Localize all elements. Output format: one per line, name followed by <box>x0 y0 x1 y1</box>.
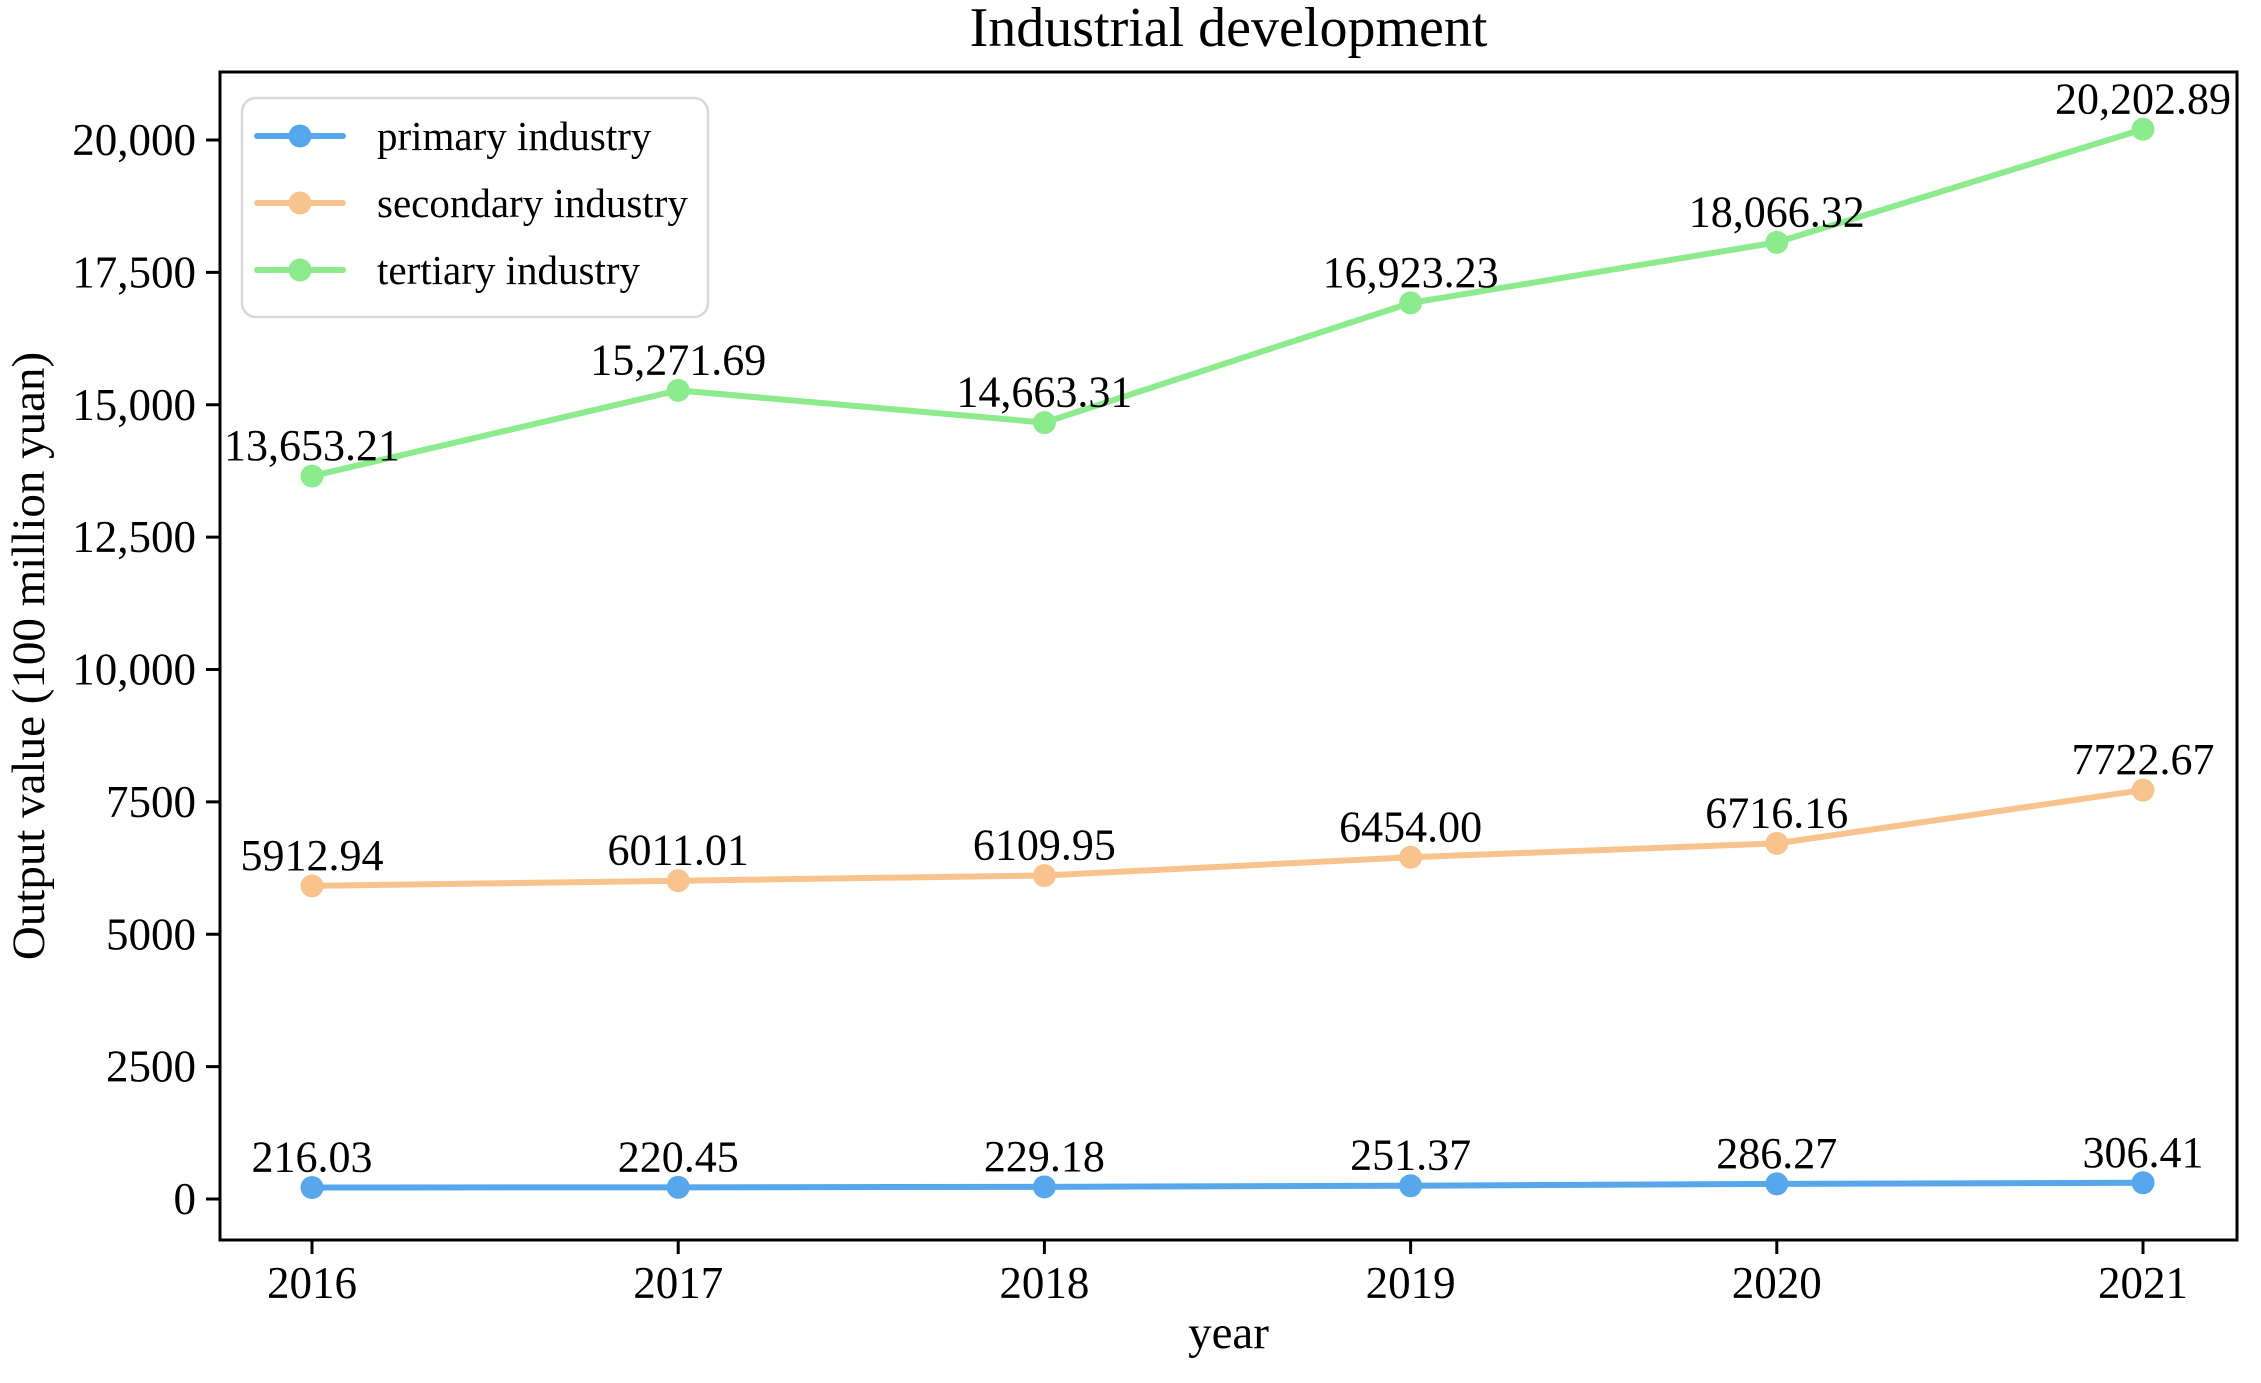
data-point-label-primary-industry: 229.18 <box>984 1132 1105 1181</box>
data-point-label-primary-industry: 306.41 <box>2083 1128 2204 1177</box>
y-axis-tick-label: 20,000 <box>72 115 196 165</box>
legend-item-label-primary-industry: primary industry <box>377 113 652 159</box>
data-point-label-secondary-industry: 6454.00 <box>1339 802 1482 851</box>
y-axis-tick-label: 0 <box>174 1174 197 1224</box>
data-point-marker-primary-industry <box>1399 1174 1423 1198</box>
data-point-label-tertiary-industry: 20,202.89 <box>2055 74 2231 123</box>
y-axis-tick-label: 7500 <box>106 777 196 827</box>
data-point-label-secondary-industry: 5912.94 <box>241 831 384 880</box>
data-point-label-primary-industry: 216.03 <box>252 1133 373 1182</box>
data-point-label-primary-industry: 286.27 <box>1716 1129 1837 1178</box>
data-point-marker-secondary-industry <box>1765 831 1789 855</box>
data-point-marker-primary-industry <box>300 1176 324 1200</box>
legend-swatch-marker-primary-industry <box>288 124 312 148</box>
x-axis-tick-label: 2019 <box>1366 1258 1456 1308</box>
legend-box <box>240 96 710 319</box>
chart-title: Industrial development <box>970 0 1488 59</box>
data-point-label-primary-industry: 220.45 <box>618 1132 739 1181</box>
plot-frame <box>218 70 2239 1242</box>
data-point-marker-tertiary-industry <box>666 378 690 402</box>
data-point-label-tertiary-industry: 15,271.69 <box>590 335 766 384</box>
x-axis-label: year <box>1188 1307 1269 1359</box>
series-line-tertiary-industry <box>309 126 2146 480</box>
data-point-marker-secondary-industry <box>2131 778 2155 802</box>
data-point-label-primary-industry: 251.37 <box>1350 1131 1471 1180</box>
data-point-label-tertiary-industry: 18,066.32 <box>1689 187 1865 236</box>
data-point-marker-primary-industry <box>666 1175 690 1199</box>
y-axis-tick-label: 2500 <box>106 1042 196 1092</box>
data-point-label-secondary-industry: 6716.16 <box>1705 788 1848 837</box>
y-axis-tick-label: 15,000 <box>72 380 196 430</box>
data-point-label-secondary-industry: 6109.95 <box>973 820 1116 869</box>
y-axis-tick-label: 17,500 <box>72 247 196 297</box>
data-point-marker-tertiary-industry <box>1399 291 1423 315</box>
x-axis-tick-label: 2017 <box>633 1258 723 1308</box>
data-point-label-secondary-industry: 7722.67 <box>2072 735 2215 784</box>
data-point-label-tertiary-industry: 13,653.21 <box>224 421 400 470</box>
y-axis-tick-label: 10,000 <box>72 645 196 695</box>
legend-item-label-secondary-industry: secondary industry <box>377 180 688 226</box>
x-axis-tick-label: 2020 <box>1732 1258 1822 1308</box>
data-point-marker-tertiary-industry <box>1765 230 1789 254</box>
data-point-marker-tertiary-industry <box>300 464 324 488</box>
data-point-label-secondary-industry: 6011.01 <box>608 826 749 875</box>
data-point-marker-primary-industry <box>1032 1175 1056 1199</box>
data-point-marker-primary-industry <box>2131 1171 2155 1195</box>
x-axis-tick-label: 2016 <box>267 1258 357 1308</box>
data-point-marker-secondary-industry <box>300 874 324 898</box>
legend-swatch-marker-secondary-industry <box>288 191 312 215</box>
data-point-marker-tertiary-industry <box>1032 411 1056 435</box>
x-axis-tick-label: 2018 <box>999 1258 1089 1308</box>
series-line-secondary-industry <box>309 787 2146 889</box>
y-axis-label: Output value (100 million yuan) <box>3 352 55 960</box>
data-point-marker-secondary-industry <box>666 869 690 893</box>
data-point-marker-tertiary-industry <box>2131 117 2155 141</box>
data-point-label-tertiary-industry: 16,923.23 <box>1323 248 1499 297</box>
legend-item-label-tertiary-industry: tertiary industry <box>377 247 641 293</box>
data-point-label-tertiary-industry: 14,663.31 <box>956 368 1132 417</box>
legend-swatch-marker-tertiary-industry <box>288 258 312 282</box>
series-line-primary-industry <box>309 1179 2146 1191</box>
data-point-marker-primary-industry <box>1765 1172 1789 1196</box>
x-axis-tick-label: 2021 <box>2098 1258 2188 1308</box>
data-point-marker-secondary-industry <box>1399 845 1423 869</box>
y-axis-tick-label: 5000 <box>106 909 196 959</box>
y-axis-tick-label: 12,500 <box>72 512 196 562</box>
data-point-marker-secondary-industry <box>1032 863 1056 887</box>
